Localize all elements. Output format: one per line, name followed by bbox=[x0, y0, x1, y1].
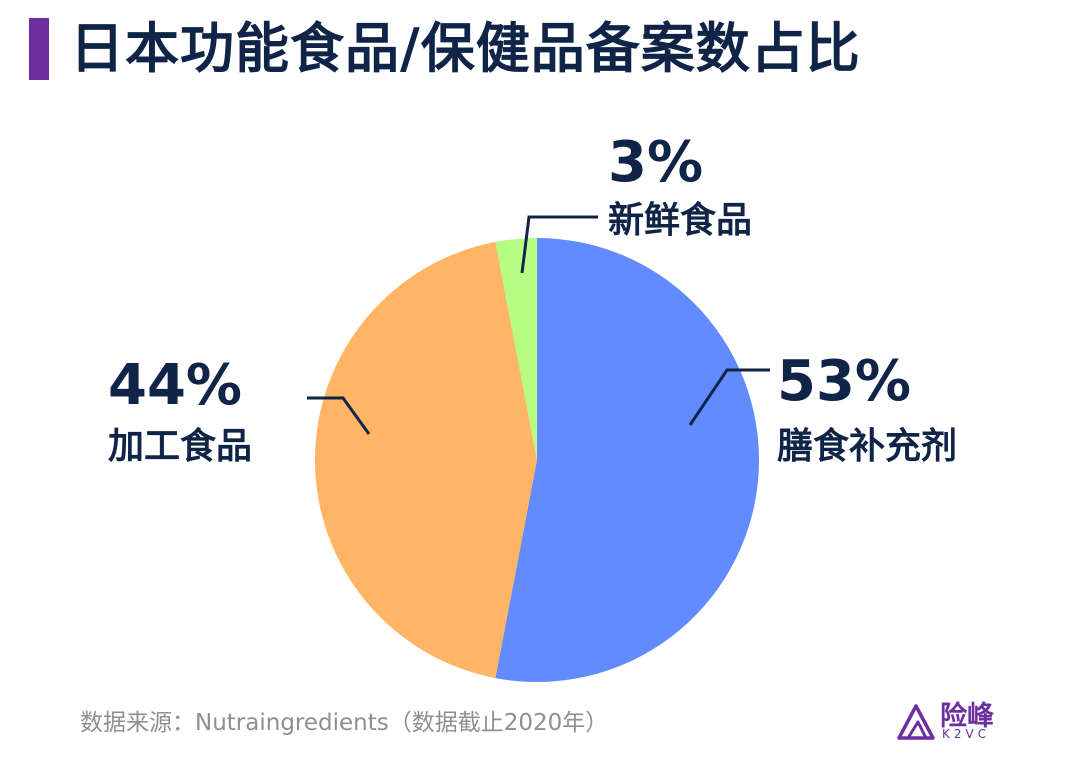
data-source-note: 数据来源：Nutraingredients（数据截止2020年） bbox=[80, 710, 609, 736]
slice-percent-label: 3% bbox=[608, 130, 703, 195]
leader-line bbox=[520, 215, 598, 274]
chart-title: 日本功能食品/保健品备案数占比 bbox=[70, 17, 861, 80]
logo-name-en: K2VC bbox=[942, 727, 991, 741]
pie-slice bbox=[315, 241, 537, 679]
leader-line bbox=[688, 368, 770, 426]
slice-percent-label: 44% bbox=[108, 353, 242, 418]
logo-name-cn: 险峰 bbox=[940, 701, 994, 732]
slice-category-label: 新鲜食品 bbox=[608, 200, 752, 241]
mountain-triangle-icon bbox=[897, 704, 935, 740]
slice-category-label: 加工食品 bbox=[108, 426, 252, 467]
slice-category-label: 膳食补充剂 bbox=[777, 426, 957, 467]
slice-percent-label: 53% bbox=[777, 349, 911, 414]
k2vc-logo: 险峰 K2VC bbox=[896, 696, 1016, 746]
leader-line bbox=[307, 396, 371, 435]
title-accent-bar bbox=[29, 18, 49, 80]
pie-slice bbox=[495, 238, 760, 682]
pie-slice bbox=[495, 238, 537, 460]
